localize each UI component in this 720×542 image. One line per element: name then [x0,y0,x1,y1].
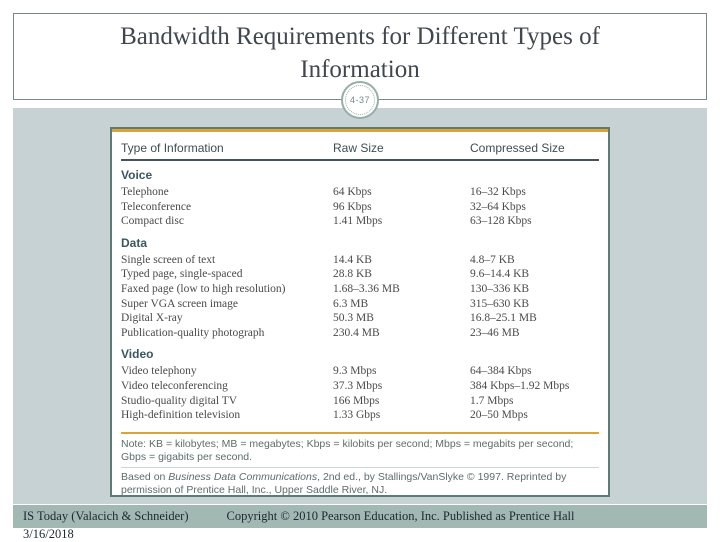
footer-date: 3/16/2018 [23,527,74,541]
cell-raw-size: 64 Kbps [333,186,372,198]
cell-raw-size: 166 Mbps [333,394,380,407]
footer-band: IS Today (Valacich & Schneider) Copyrigh… [13,505,707,528]
cell-raw-size: 14.4 KB [333,253,372,266]
section-header-data: Data [121,235,148,250]
column-header-type: Type of Information [121,141,224,155]
table-row: Faxed page (low to high resolution) 1.68–… [121,282,599,297]
cell-type-of-information: Video teleconferencing [121,379,228,392]
cell-type-of-information: High-definition television [121,409,241,422]
table-header-row: Type of Information Raw Size Compressed … [121,132,599,161]
page-number-badge: 4-37 [341,81,379,119]
cell-compressed-size: 4.8–7 KB [470,253,515,266]
cell-type-of-information: Publication-quality photograph [121,326,265,339]
table-row: Digital X-ray 50.3 MB 16.8–25.1 MB [121,311,599,326]
cell-type-of-information: Telephone [121,186,169,198]
source-suffix: , 2nd ed., by Stallings/VanSlyke © 1997.… [121,470,567,496]
table-note: Note: KB = kilobytes; MB = megabytes; Kb… [121,437,574,463]
table-source: Based on Business Data Communications, 2… [121,470,599,496]
footer-copyright: Copyright © 2010 Pearson Education, Inc.… [226,509,575,523]
note-accent-rule [121,431,599,434]
cell-type-of-information: Digital X-ray [121,312,183,325]
cell-compressed-size: 315–630 KB [470,297,530,310]
cell-compressed-size: 130–336 KB [470,282,530,295]
cell-compressed-size: 384 Kbps–1.92 Mbps [470,379,570,392]
footer-book-title: IS Today (Valacich & Schneider) [23,509,189,523]
source-title: Business Data Communications [168,470,318,483]
cell-type-of-information: Super VGA screen image [121,297,238,310]
cell-type-of-information: Faxed page (low to high resolution) [121,282,286,295]
table-row: Typed page, single-spaced 28.8 KB 9.6–14.4… [121,267,599,282]
cell-raw-size: 50.3 MB [333,312,374,325]
cell-raw-size: 28.8 KB [333,268,372,281]
page-number-label: 4-37 [345,85,375,115]
cell-raw-size: 1.68–3.36 MB [333,282,400,295]
cell-raw-size: 230.4 MB [333,326,380,339]
note-divider [121,466,599,468]
section-header-voice: Voice [121,168,153,182]
cell-compressed-size: 23–46 MB [470,326,520,339]
cell-type-of-information: Video telephony [121,365,197,378]
table-row: Compact disc 1.41 Mbps 63–128 Kbps [121,214,599,229]
table-row: Super VGA screen image 6.3 MB 315–630 KB [121,297,599,312]
table-row: Publication-quality photograph 230.4 MB 23… [121,326,599,341]
table-row: Single screen of text 14.4 KB 4.8–7 KB [121,253,599,268]
cell-raw-size: 1.33 Gbps [333,409,381,422]
cell-compressed-size: 32–64 Kbps [470,200,526,213]
cell-raw-size: 6.3 MB [333,297,369,310]
cell-raw-size: 9.3 Mbps [333,365,377,378]
cell-compressed-size: 1.7 Mbps [470,394,514,407]
table-row: Video telephony 9.3 Mbps 64–384 Kbps [121,364,599,379]
bandwidth-table: Type of Information Raw Size Compressed … [110,127,610,497]
cell-raw-size: 96 Kbps [333,200,372,213]
cell-compressed-size: 16–32 Kbps [470,186,526,198]
cell-compressed-size: 64–384 Kbps [470,365,532,378]
table-row: Teleconference 96 Kbps 32–64 Kbps [121,200,599,215]
cell-compressed-size: 20–50 Mbps [470,409,528,422]
section-header-video: Video [121,347,154,362]
table-row: Video teleconferencing 37.3 Mbps 384 Kbps–… [121,379,599,394]
column-header-compressed: Compressed Size [470,141,565,155]
column-header-raw: Raw Size [333,141,384,155]
table-top-accent [112,129,608,132]
cell-compressed-size: 63–128 Kbps [470,215,532,228]
cell-raw-size: 1.41 Mbps [333,215,383,228]
source-prefix: Based on [121,470,169,483]
page-title: Bandwidth Requirements for Different Typ… [120,23,600,83]
bandwidth-table-body: Voice Telephone 64 Kbps 16–32 Kbps Teleconfe… [121,168,599,423]
table-row: Telephone 64 Kbps 16–32 Kbps [121,185,599,200]
cell-compressed-size: 9.6–14.4 KB [470,268,530,281]
cell-raw-size: 37.3 Mbps [333,379,383,392]
table-row: Studio-quality digital TV 166 Mbps 1.7 Mbp… [121,394,599,409]
cell-compressed-size: 16.8–25.1 MB [470,312,537,325]
cell-type-of-information: Single screen of text [121,253,216,266]
cell-type-of-information: Compact disc [121,215,184,228]
cell-type-of-information: Teleconference [121,200,192,213]
table-row: High-definition television 1.33 Gbps 20–50… [121,408,599,423]
cell-type-of-information: Typed page, single-spaced [121,268,243,281]
cell-type-of-information: Studio-quality digital TV [121,394,238,407]
